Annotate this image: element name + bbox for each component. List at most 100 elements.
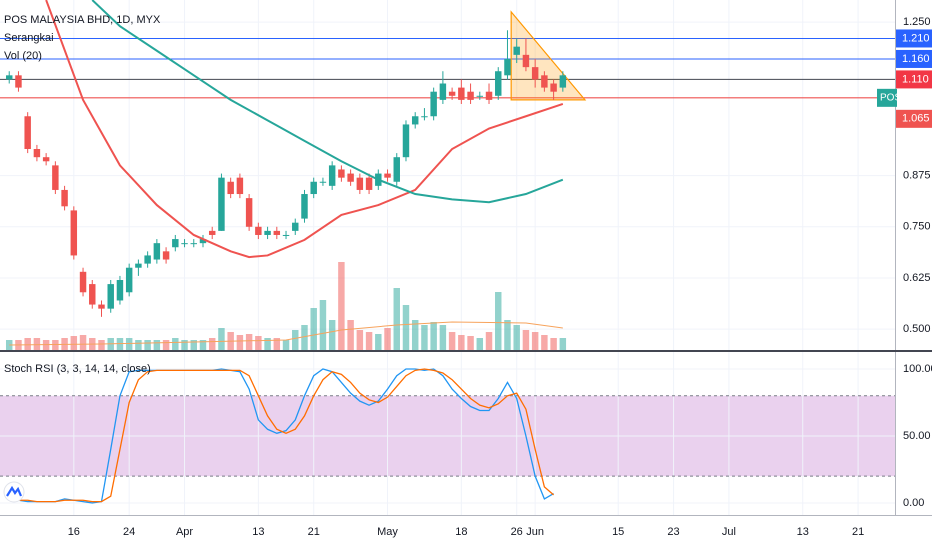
- volume-label: Vol (20): [4, 50, 42, 62]
- x-tick-label: May: [377, 526, 398, 538]
- last-price-label: 1.065: [902, 113, 930, 125]
- volume-bar: [98, 340, 105, 350]
- x-tick-label: 13: [797, 526, 809, 538]
- volume-bar: [393, 288, 400, 350]
- price-label-box: [896, 29, 932, 48]
- volume-bar: [559, 338, 567, 350]
- candle-body: [273, 230, 281, 235]
- candle-body: [181, 243, 188, 245]
- volume-bar: [218, 328, 225, 350]
- candle-body: [384, 173, 391, 178]
- x-tick-label: 26: [511, 526, 523, 538]
- y-tick-label: 1.250: [903, 16, 931, 28]
- price-label: 1.210: [902, 32, 930, 44]
- moving-average: [91, 0, 564, 204]
- candle-body: [89, 284, 96, 305]
- volume-bar: [328, 320, 336, 350]
- candle-body: [172, 239, 179, 248]
- y-tick-label: 0.500: [903, 323, 931, 335]
- time-axis-border: [0, 515, 932, 516]
- volume-bar: [375, 334, 382, 350]
- y-tick-label: 0.625: [903, 272, 931, 284]
- candle-body: [264, 230, 271, 235]
- volume-bar: [199, 340, 207, 350]
- symbol-label: POS: [880, 92, 901, 103]
- volume-bar: [292, 330, 299, 350]
- volume-bar: [476, 338, 484, 350]
- candle-body: [135, 263, 142, 268]
- candle-body: [393, 157, 400, 182]
- candle-body: [162, 251, 170, 260]
- volume-bar: [448, 332, 456, 350]
- volume-bar: [273, 338, 281, 350]
- volume-bar: [144, 340, 151, 350]
- volume-bar: [365, 332, 373, 350]
- volume-bar: [245, 334, 253, 350]
- axes: 1.250 0.875 0.750 0.625 0.500 1.210 1.160 1.110…: [68, 16, 932, 538]
- x-tick-label: Apr: [176, 526, 193, 538]
- triangle-drawing: [510, 10, 587, 101]
- volume-bar: [421, 325, 428, 350]
- candle-body: [282, 234, 290, 236]
- y-tick-label: 0.750: [903, 221, 931, 233]
- candle-body: [116, 280, 124, 301]
- volume-bar: [135, 340, 142, 350]
- candle-body: [458, 87, 465, 100]
- price-label: 1.110: [902, 73, 929, 85]
- candle-body: [199, 239, 207, 244]
- candle-body: [513, 46, 520, 55]
- candle-body: [338, 169, 345, 178]
- volume-ma-line: [9, 321, 563, 346]
- candle-body: [411, 116, 419, 125]
- volume-bar: [190, 340, 197, 350]
- y-tick-label: 50.00: [903, 430, 931, 442]
- logo: [3, 481, 25, 503]
- volume-bar: [172, 338, 179, 350]
- candle-body: [439, 83, 447, 100]
- last-price-box: [896, 109, 932, 128]
- stoch-title: Stoch RSI (3, 3, 14, 14, close): [4, 363, 151, 375]
- volume-bar: [319, 300, 327, 350]
- x-tick-label: 24: [123, 526, 135, 538]
- y-tick-label: 0.00: [903, 497, 924, 509]
- volume-bar: [467, 336, 474, 350]
- candle-body: [24, 116, 31, 150]
- candle-body: [467, 91, 474, 100]
- candle-body: [550, 83, 557, 92]
- candle-body: [328, 165, 336, 186]
- indicator-label: Serangkai: [4, 32, 54, 44]
- candle-body: [125, 267, 133, 293]
- symbol-box: [877, 88, 897, 107]
- candle-body: [245, 198, 253, 227]
- candle-body: [42, 157, 50, 162]
- candle-body: [208, 230, 216, 235]
- volume-bar: [485, 332, 493, 350]
- volume-bar: [181, 340, 188, 350]
- price-label-box: [896, 49, 932, 68]
- price-axis-border: [895, 0, 896, 515]
- volume-bar: [153, 340, 161, 350]
- candle-body: [448, 91, 456, 96]
- stoch-line: [9, 368, 555, 503]
- candle-body: [98, 304, 105, 309]
- candle-body: [495, 71, 502, 96]
- x-tick-label: 18: [455, 526, 467, 538]
- volume-bar: [33, 338, 41, 350]
- candle-body: [476, 95, 484, 97]
- x-tick-label: 21: [852, 526, 864, 538]
- pane-separator: [0, 350, 932, 352]
- candle-body: [107, 284, 114, 309]
- x-tick-label: 16: [68, 526, 80, 538]
- volume-bar: [162, 340, 170, 350]
- volume-bar: [347, 320, 354, 350]
- volume-bar: [504, 320, 511, 350]
- volume-bar: [24, 338, 31, 350]
- x-tick-label: Jul: [722, 526, 736, 538]
- volume-bar: [255, 336, 262, 350]
- candle-body: [218, 177, 225, 231]
- candle-body: [153, 243, 161, 260]
- price-label: 1.160: [902, 53, 930, 65]
- volume-bar: [79, 335, 87, 350]
